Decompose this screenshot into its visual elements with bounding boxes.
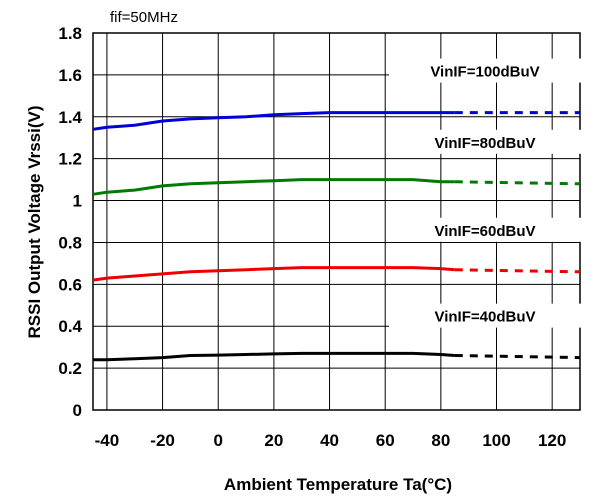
series-line-solid [92,178,455,196]
x-axis-title: Ambient Temperature Ta(°C) [224,475,452,494]
x-tick-label: 0 [213,431,222,450]
series-label-background [389,217,581,242]
y-tick-label: 0 [73,401,82,420]
x-tick-label: 20 [264,431,283,450]
series-line-dashed [454,180,581,186]
series-line-solid [93,351,455,362]
y-tick-label: 1.6 [58,66,82,85]
series-label: VinIF=60dBuV [434,223,535,240]
grid [93,32,580,411]
series-layer [92,111,581,362]
series-label-background [389,303,581,328]
x-tick-label: 60 [376,431,395,450]
y-axis-title: RSSI Output Voltage Vrssi(V) [25,106,44,339]
y-tick-label: 0.2 [58,359,82,378]
series-label: VinIF=40dBuV [434,309,535,326]
series-line-dashed [454,354,581,360]
y-tick-label: 0.4 [58,317,82,336]
series-label-background [389,129,581,154]
y-tick-labels: 0 0.2 0.4 0.6 0.8 1 1.2 1.4 1.6 1.8 [58,24,82,420]
y-tick-label: 0.6 [58,275,82,294]
x-tick-labels: -40 -20 0 20 40 60 80 100 120 [95,431,567,450]
series-labels: VinIF=100dBuV VinIF=80dBuV VinIF=60dBuV Vin… [389,58,581,328]
y-tick-label: 1.8 [58,24,82,43]
x-tick-label: 80 [431,431,450,450]
x-tick-label: 100 [482,431,510,450]
x-tick-label: -40 [95,431,120,450]
x-tick-label: 40 [320,431,339,450]
y-tick-label: 1.2 [58,150,82,169]
series-line-solid [92,111,455,131]
y-tick-label: 0.8 [58,233,82,252]
condition-label: fif=50MHz [110,9,178,26]
x-tick-label: 120 [538,431,566,450]
series-line-solid [92,266,455,282]
series-label: VinIF=100dBuV [430,64,539,81]
y-tick-label: 1.4 [58,108,82,127]
y-tick-label: 1 [73,192,82,211]
series-line-dashed [454,268,581,274]
series-label: VinIF=80dBuV [434,135,535,152]
series-label-background [389,58,581,83]
x-tick-label: -20 [150,431,175,450]
